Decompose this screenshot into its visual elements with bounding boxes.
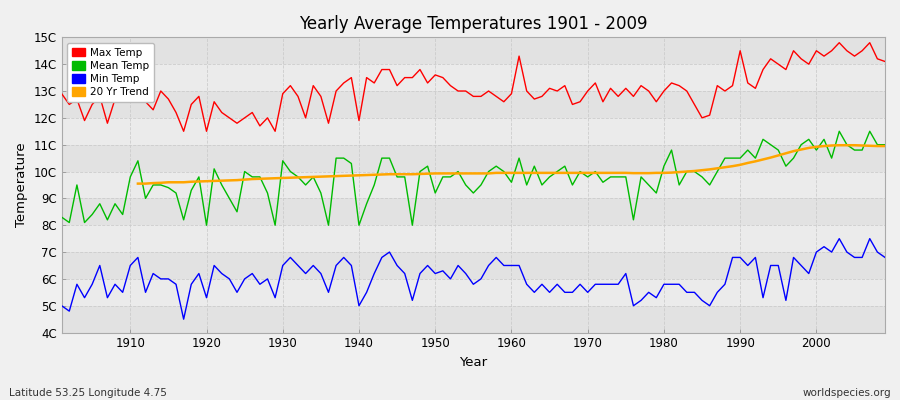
Y-axis label: Temperature: Temperature — [15, 143, 28, 227]
X-axis label: Year: Year — [459, 356, 488, 369]
Bar — [62, 37, 885, 64]
Bar — [62, 198, 885, 225]
Bar — [62, 172, 885, 198]
Bar — [62, 118, 885, 145]
Text: worldspecies.org: worldspecies.org — [803, 388, 891, 398]
Bar — [62, 279, 885, 306]
Bar — [62, 145, 885, 172]
Bar — [62, 252, 885, 279]
Legend: Max Temp, Mean Temp, Min Temp, 20 Yr Trend: Max Temp, Mean Temp, Min Temp, 20 Yr Tre… — [67, 42, 154, 102]
Bar — [62, 64, 885, 91]
Title: Yearly Average Temperatures 1901 - 2009: Yearly Average Temperatures 1901 - 2009 — [299, 15, 648, 33]
Bar — [62, 225, 885, 252]
Bar — [62, 306, 885, 332]
Bar — [62, 91, 885, 118]
Text: Latitude 53.25 Longitude 4.75: Latitude 53.25 Longitude 4.75 — [9, 388, 166, 398]
